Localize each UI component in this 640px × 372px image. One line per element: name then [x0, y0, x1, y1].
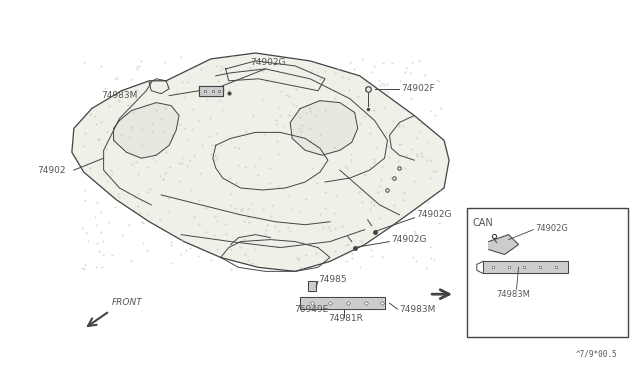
Bar [467, 208, 628, 337]
Polygon shape [308, 281, 316, 291]
Text: 74902G: 74902G [250, 58, 286, 67]
Polygon shape [72, 53, 449, 271]
Text: 74902F: 74902F [401, 84, 435, 93]
Polygon shape [300, 297, 385, 309]
Text: CAN: CAN [473, 218, 493, 228]
Text: 74902G: 74902G [392, 235, 427, 244]
Text: 74902G: 74902G [416, 210, 452, 219]
Polygon shape [483, 262, 568, 273]
Text: 74983M: 74983M [399, 305, 436, 314]
Text: FRONT: FRONT [111, 298, 142, 307]
Polygon shape [290, 101, 358, 155]
Text: 74981R: 74981R [328, 314, 363, 324]
Text: 76949E: 76949E [294, 305, 328, 314]
Polygon shape [199, 86, 223, 96]
Text: 74902: 74902 [37, 166, 66, 174]
Polygon shape [113, 103, 179, 158]
Text: 74983M: 74983M [497, 290, 531, 299]
Text: ^7/9*00.5: ^7/9*00.5 [576, 350, 618, 359]
Polygon shape [489, 235, 518, 254]
Text: 74902G: 74902G [536, 224, 568, 233]
Text: 74983M: 74983M [102, 91, 138, 100]
Text: 74985: 74985 [318, 275, 347, 284]
